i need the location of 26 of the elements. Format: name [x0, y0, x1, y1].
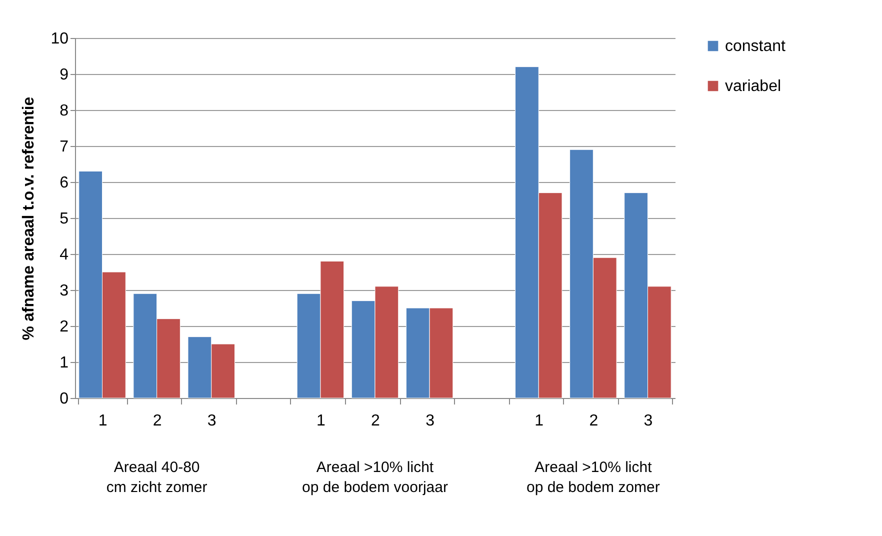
x-tick-label: 2 — [589, 412, 598, 430]
x-tick-label: 3 — [644, 412, 653, 430]
y-tick-label: 3 — [60, 282, 69, 300]
x-tick-label: 2 — [371, 412, 380, 430]
y-axis-title: % afname areaal t.o.v. referentie — [20, 96, 38, 340]
text: Areaal >10% licht op de bodem zomer — [526, 459, 660, 496]
y-tick-label: 10 — [50, 30, 69, 48]
x-tick-label: 1 — [316, 412, 326, 430]
text: Areaal 40-80 cm zicht zomer — [106, 459, 208, 496]
x-tick-label: 1 — [98, 412, 108, 430]
legend-label: constant — [725, 38, 786, 55]
x-tick-label: 3 — [426, 412, 435, 430]
y-tick-label: 8 — [60, 102, 69, 120]
y-tick-label: 1 — [60, 354, 69, 372]
text: Areaal >10% licht op de bodem voorjaar — [302, 459, 448, 496]
legend-label: variabel — [725, 78, 782, 95]
y-tick-label: 5 — [60, 210, 69, 228]
y-tick-label: 2 — [60, 318, 69, 336]
y-tick-label: 9 — [60, 66, 69, 84]
y-tick-label: 0 — [60, 390, 69, 408]
y-tick-label: 6 — [60, 174, 69, 192]
x-tick-label: 1 — [534, 412, 544, 430]
y-tick-label: 7 — [60, 138, 69, 156]
x-tick-label: 3 — [207, 412, 216, 430]
y-tick-label: 4 — [60, 246, 69, 264]
x-tick-label: 2 — [152, 412, 162, 430]
